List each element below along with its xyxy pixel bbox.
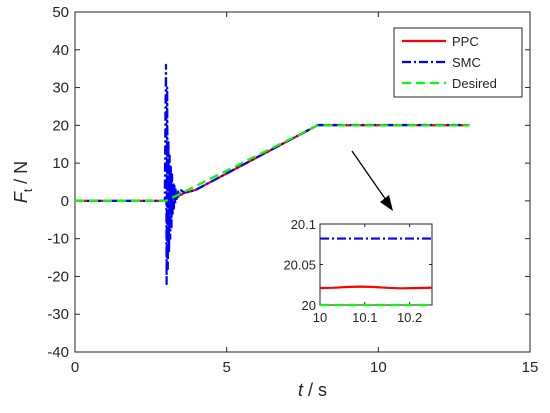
arrow-shaft [351,150,387,201]
x-tick-label: 15 [522,359,539,376]
zoom-arrow [351,150,393,211]
y-tick-label: -10 [47,231,69,248]
inset-x-tick-label: 10 [313,310,327,325]
inset-y-tick-label: 20 [302,298,316,313]
x-axis-label-unit: / s [303,380,327,400]
x-tick-label: 0 [71,359,79,376]
y-tick-label: -20 [47,268,69,285]
inset-series-line-ppc [319,285,433,290]
y-tick-label: 0 [61,193,69,210]
y-tick-label: 30 [52,80,69,97]
y-tick-label: 50 [52,4,69,21]
legend: PPC SMC Desired [393,27,523,98]
y-tick-label: 40 [52,42,69,59]
legend-label-desired: Desired [452,76,497,91]
x-tick-label: 10 [370,359,387,376]
series-line-desired [75,124,470,202]
legend-label-ppc: PPC [452,34,479,49]
x-tick-label: 5 [222,359,230,376]
y-axis-label-unit: / N [11,161,31,189]
x-axis-label-var: t [298,380,304,400]
legend-label-smc: SMC [452,55,481,70]
series-line-smc [75,63,470,286]
inset-y-tick-label: 20.05 [283,258,316,273]
y-tick-label: 20 [52,117,69,134]
y-axis-label-sub: t [21,188,35,192]
y-tick-label: -40 [47,344,69,361]
inset-axes: 10 10.1 10.2 20 20.05 20.1 [283,217,433,325]
inset-frame [319,223,433,306]
inset-x-tick-label: 10.2 [397,310,422,325]
x-axis-label: t / s [298,380,327,400]
y-tick-label: -30 [47,306,69,323]
inset-x-tick-label: 10.1 [352,310,377,325]
y-axis-label-var: F [11,191,31,203]
inset-y-tick-label: 20.1 [291,217,316,232]
y-axis-label: Ft / N [11,161,35,203]
arrow-head [380,195,393,211]
y-tick-label: 10 [52,155,69,172]
